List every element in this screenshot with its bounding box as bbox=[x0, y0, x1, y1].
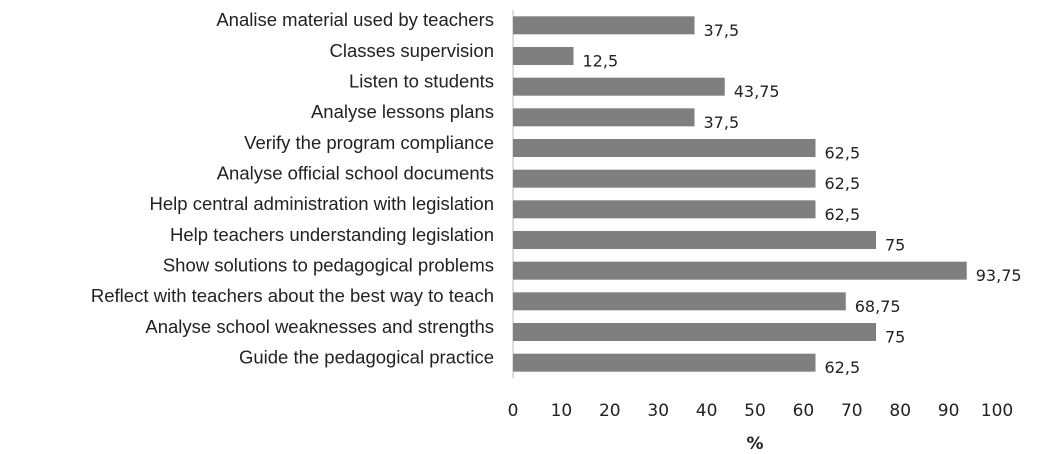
y-tick-label: Verify the program compliance bbox=[244, 132, 494, 153]
data-label: 93,75 bbox=[976, 266, 1022, 285]
data-label: 75 bbox=[885, 328, 905, 347]
y-tick-label: Analise material used by teachers bbox=[216, 9, 494, 30]
x-tick-label: 60 bbox=[793, 401, 815, 421]
y-tick-label: Reflect with teachers about the best way… bbox=[91, 285, 494, 306]
bar bbox=[513, 16, 695, 35]
x-tick-label: 70 bbox=[841, 401, 863, 421]
y-tick-label: Listen to students bbox=[349, 71, 494, 92]
data-label: 62,5 bbox=[825, 174, 861, 193]
bar bbox=[513, 353, 816, 372]
bar bbox=[513, 169, 816, 188]
bar bbox=[513, 47, 574, 65]
x-tick-label: 30 bbox=[647, 401, 669, 421]
x-tick-label: 0 bbox=[508, 401, 519, 421]
y-tick-label: Guide the pedagogical practice bbox=[239, 347, 494, 368]
data-label: 37,5 bbox=[704, 113, 740, 132]
data-label: 62,5 bbox=[825, 144, 861, 163]
data-label: 62,5 bbox=[825, 205, 861, 224]
y-tick-label: Classes supervision bbox=[329, 40, 494, 61]
bar bbox=[513, 139, 816, 157]
x-tick-label: 50 bbox=[744, 401, 766, 421]
x-tick-label: 10 bbox=[551, 401, 573, 421]
x-axis-label: % bbox=[746, 434, 763, 454]
x-tick-label: 80 bbox=[889, 401, 911, 421]
data-label: 37,5 bbox=[704, 21, 740, 40]
bar bbox=[513, 261, 967, 280]
y-tick-label: Show solutions to pedagogical problems bbox=[163, 255, 494, 276]
bar bbox=[513, 108, 695, 127]
y-tick-label: Help central administration with legisla… bbox=[150, 193, 494, 214]
y-tick-label: Analyse lessons plans bbox=[311, 101, 494, 122]
bar bbox=[513, 323, 876, 341]
x-tick-label: 40 bbox=[696, 401, 718, 421]
y-tick-label: Analyse official school documents bbox=[217, 163, 494, 184]
data-label: 43,75 bbox=[734, 82, 780, 101]
x-tick-label: 20 bbox=[599, 401, 621, 421]
x-tick-label: 100 bbox=[981, 401, 1013, 421]
x-tick-label: 90 bbox=[938, 401, 960, 421]
bar bbox=[513, 77, 725, 96]
data-label: 12,5 bbox=[583, 52, 619, 71]
y-tick-label: Help teachers understanding legislation bbox=[170, 224, 494, 245]
y-tick-label: Analyse school weaknesses and strengths bbox=[145, 316, 494, 337]
data-label: 75 bbox=[885, 236, 905, 255]
bar bbox=[513, 200, 816, 219]
bar bbox=[513, 292, 846, 311]
data-label: 68,75 bbox=[855, 297, 901, 316]
data-label: 62,5 bbox=[825, 358, 861, 377]
bar bbox=[513, 231, 876, 249]
